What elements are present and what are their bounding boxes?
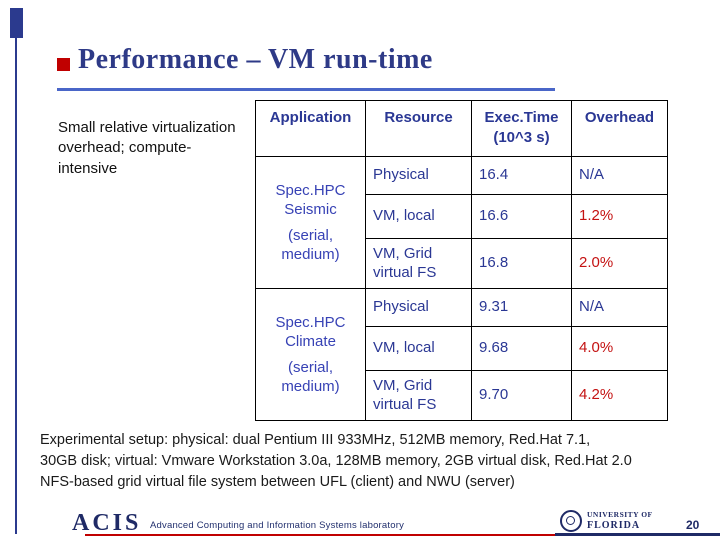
title-underline bbox=[57, 88, 555, 91]
acis-logo: ACIS bbox=[72, 510, 142, 536]
footer-navy-line bbox=[555, 533, 720, 536]
table-row: Spec.HPC Climate (serial, medium) Physic… bbox=[255, 288, 668, 421]
exec-time-cell: 9.68 bbox=[471, 326, 572, 371]
overhead-cell: 4.2% bbox=[571, 370, 668, 421]
exec-time-cell: 9.70 bbox=[471, 370, 572, 421]
lab-name-text: Advanced Computing and Information Syste… bbox=[150, 520, 405, 531]
page-number: 20 bbox=[686, 518, 700, 532]
resource-cell: VM, Grid virtual FS bbox=[365, 238, 472, 289]
uf-name-line1: UNIVERSITY OF bbox=[587, 510, 653, 520]
resource-cell: Physical bbox=[365, 156, 472, 195]
overhead-cell: 4.0% bbox=[571, 326, 668, 371]
overhead-cell: 1.2% bbox=[571, 194, 668, 239]
resource-cell: Physical bbox=[365, 288, 472, 327]
left-accent-line bbox=[15, 38, 17, 534]
exec-time-cell: 16.6 bbox=[471, 194, 572, 239]
resource-cell: VM, local bbox=[365, 326, 472, 371]
table-header-row: Application Resource Exec.Time (10^3 s) … bbox=[255, 100, 668, 157]
overhead-cell: 2.0% bbox=[571, 238, 668, 289]
col-header-overhead: Overhead bbox=[571, 100, 668, 157]
col-header-exec-time: Exec.Time (10^3 s) bbox=[471, 100, 572, 157]
overhead-cell: N/A bbox=[571, 156, 668, 195]
slide-title: Performance – VM run-time bbox=[78, 44, 433, 75]
overhead-cell: N/A bbox=[571, 288, 668, 327]
experimental-setup-note: Experimental setup: physical: dual Penti… bbox=[40, 430, 708, 493]
footnote-line: Experimental setup: physical: dual Penti… bbox=[40, 432, 591, 448]
left-accent-square bbox=[10, 8, 23, 38]
table-row: Spec.HPC Seismic (serial, medium) Physic… bbox=[255, 156, 668, 289]
application-detail: (serial, medium) bbox=[281, 226, 340, 264]
uf-name-line2: FLORIDA bbox=[587, 519, 641, 531]
table-row: VM, local 16.6 1.2% bbox=[256, 194, 668, 239]
col-header-application: Application bbox=[255, 100, 366, 157]
footer-red-line bbox=[85, 534, 555, 536]
exec-time-cell: 16.4 bbox=[471, 156, 572, 195]
application-name: Spec.HPC Seismic bbox=[275, 181, 346, 219]
resource-cell: VM, local bbox=[365, 194, 472, 239]
col-header-resource: Resource bbox=[365, 100, 472, 157]
exec-time-cell: 9.31 bbox=[471, 288, 572, 327]
footnote-line: 30GB disk; virtual: Vmware Workstation 3… bbox=[40, 453, 632, 470]
application-name: Spec.HPC Climate bbox=[275, 313, 346, 351]
title-bullet-square bbox=[57, 58, 70, 71]
uf-logo-text: UNIVERSITY OF FLORIDA bbox=[587, 510, 653, 531]
results-table: Application Resource Exec.Time (10^3 s) … bbox=[255, 100, 668, 421]
uf-logo: UNIVERSITY OF FLORIDA bbox=[560, 510, 653, 532]
left-note-text: Small relative virtualization overhead; … bbox=[58, 119, 236, 177]
application-cell-climate: Spec.HPC Climate (serial, medium) bbox=[255, 288, 366, 421]
resource-cell: VM, Grid virtual FS bbox=[365, 370, 472, 421]
exec-time-cell: 16.8 bbox=[471, 238, 572, 289]
table-row: VM, Grid virtual FS 9.70 4.2% bbox=[256, 370, 668, 421]
application-detail: (serial, medium) bbox=[281, 358, 340, 396]
application-cell-seismic: Spec.HPC Seismic (serial, medium) bbox=[255, 156, 366, 289]
uf-seal-icon bbox=[560, 510, 582, 532]
table-row: VM, Grid virtual FS 16.8 2.0% bbox=[256, 238, 668, 289]
footnote-line: NFS-based grid virtual file system betwe… bbox=[40, 474, 515, 491]
